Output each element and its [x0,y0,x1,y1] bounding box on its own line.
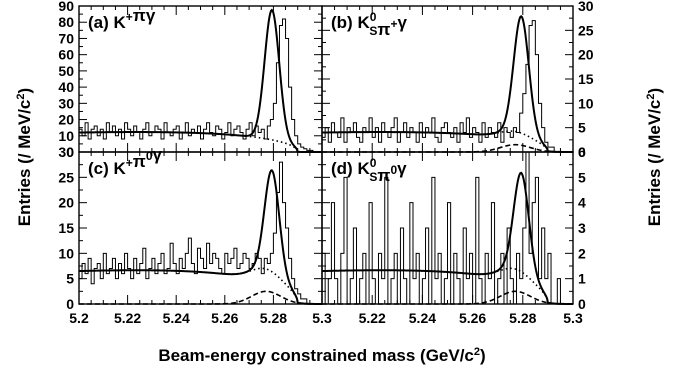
panel-d: (d) K0 Sπ0γ [321,151,573,305]
y-tick-label-a-50: 50 [58,63,74,79]
histogram-a [78,18,322,153]
y-tick-label-d-0: 0 [578,296,586,312]
y-tick-label-a-20: 20 [58,112,74,128]
x-tick-label-left-5.2: 5.2 [69,310,89,326]
y-tick-label-b-20: 20 [578,47,594,63]
y-tick-label-a-90: 90 [58,0,74,14]
x-tick-label-right-5.26: 5.26 [459,310,486,326]
y-tick-label-c-5: 5 [66,271,74,287]
fit-total-d [321,171,573,305]
y-tick-label-d-6: 6 [578,144,586,160]
y-tick-label-b-30: 30 [578,0,594,14]
y-tick-label-d-2: 2 [578,245,586,261]
panel-a: (a) K+πγ [78,6,322,153]
y-tick-label-a-40: 40 [58,79,74,95]
y-tick-label-c-10: 10 [58,245,74,261]
x-tick-label-left-5.26: 5.26 [211,310,238,326]
fit-total-b [321,14,574,153]
y-axis-label-left: Entries (/ MeV/c2) [15,88,34,226]
x-tick-label-right-5.22: 5.22 [359,310,386,326]
y-tick-label-a-30: 30 [58,95,74,111]
x-tick-label-right-5.3: 5.3 [563,310,583,326]
y-tick-label-d-4: 4 [578,195,586,211]
panel-label-b: (b) K0 Sπ+γ [331,10,407,39]
x-tick-label-left-5.3: 5.3 [312,310,332,326]
fit-total-a [78,8,322,153]
y-tick-label-c-20: 20 [58,195,74,211]
frame-d [321,151,574,305]
y-tick-label-c-15: 15 [58,220,74,236]
y-tick-label-a-0: 0 [66,144,74,160]
y-tick-label-a-70: 70 [58,30,74,46]
x-tick-label-left-5.28: 5.28 [260,310,287,326]
histogram-c [78,161,322,305]
y-tick-label-c-30: 30 [58,144,74,160]
histogram-b [321,20,573,153]
axes: 0102030405060708090051015202530051015202… [58,0,593,326]
y-tick-label-d-3: 3 [578,220,586,236]
y-tick-label-b-0: 0 [578,144,586,160]
y-axis-label-right: Entries (/ MeV/c2) [645,88,664,226]
y-tick-label-a-80: 80 [58,14,74,30]
y-tick-label-b-10: 10 [578,95,594,111]
x-tick-label-left-5.24: 5.24 [163,310,190,326]
y-tick-label-a-60: 60 [58,47,74,63]
y-tick-label-d-1: 1 [578,271,586,287]
y-tick-label-b-25: 25 [578,22,594,38]
x-tick-label-right-5.28: 5.28 [509,310,536,326]
x-axis-label: Beam-energy constrained mass (GeV/c2) [158,346,485,365]
y-tick-label-d-5: 5 [578,169,586,185]
panel-label-d: (d) K0 Sπ0γ [331,156,407,185]
y-tick-label-a-10: 10 [58,128,74,144]
x-tick-label-right-5.24: 5.24 [409,310,436,326]
x-tick-label-left-5.22: 5.22 [114,310,141,326]
panel-c: (c) K+π0γ [78,145,322,305]
panel-label-a: (a) K+πγ [88,6,156,32]
fit-total-c [78,169,322,305]
panel-label-c: (c) K+π0γ [88,145,163,178]
y-tick-label-c-25: 25 [58,169,74,185]
y-tick-label-b-5: 5 [578,120,586,136]
y-tick-label-c-0: 0 [66,296,74,312]
y-tick-label-b-15: 15 [578,71,594,87]
panel-b: (b) K0 Sπ+γ [321,10,574,153]
panels-content: (a) K+πγ (b) K0 Sπ+γ (c) K+π0γ (d) K0 Sπ0γ [78,6,574,305]
